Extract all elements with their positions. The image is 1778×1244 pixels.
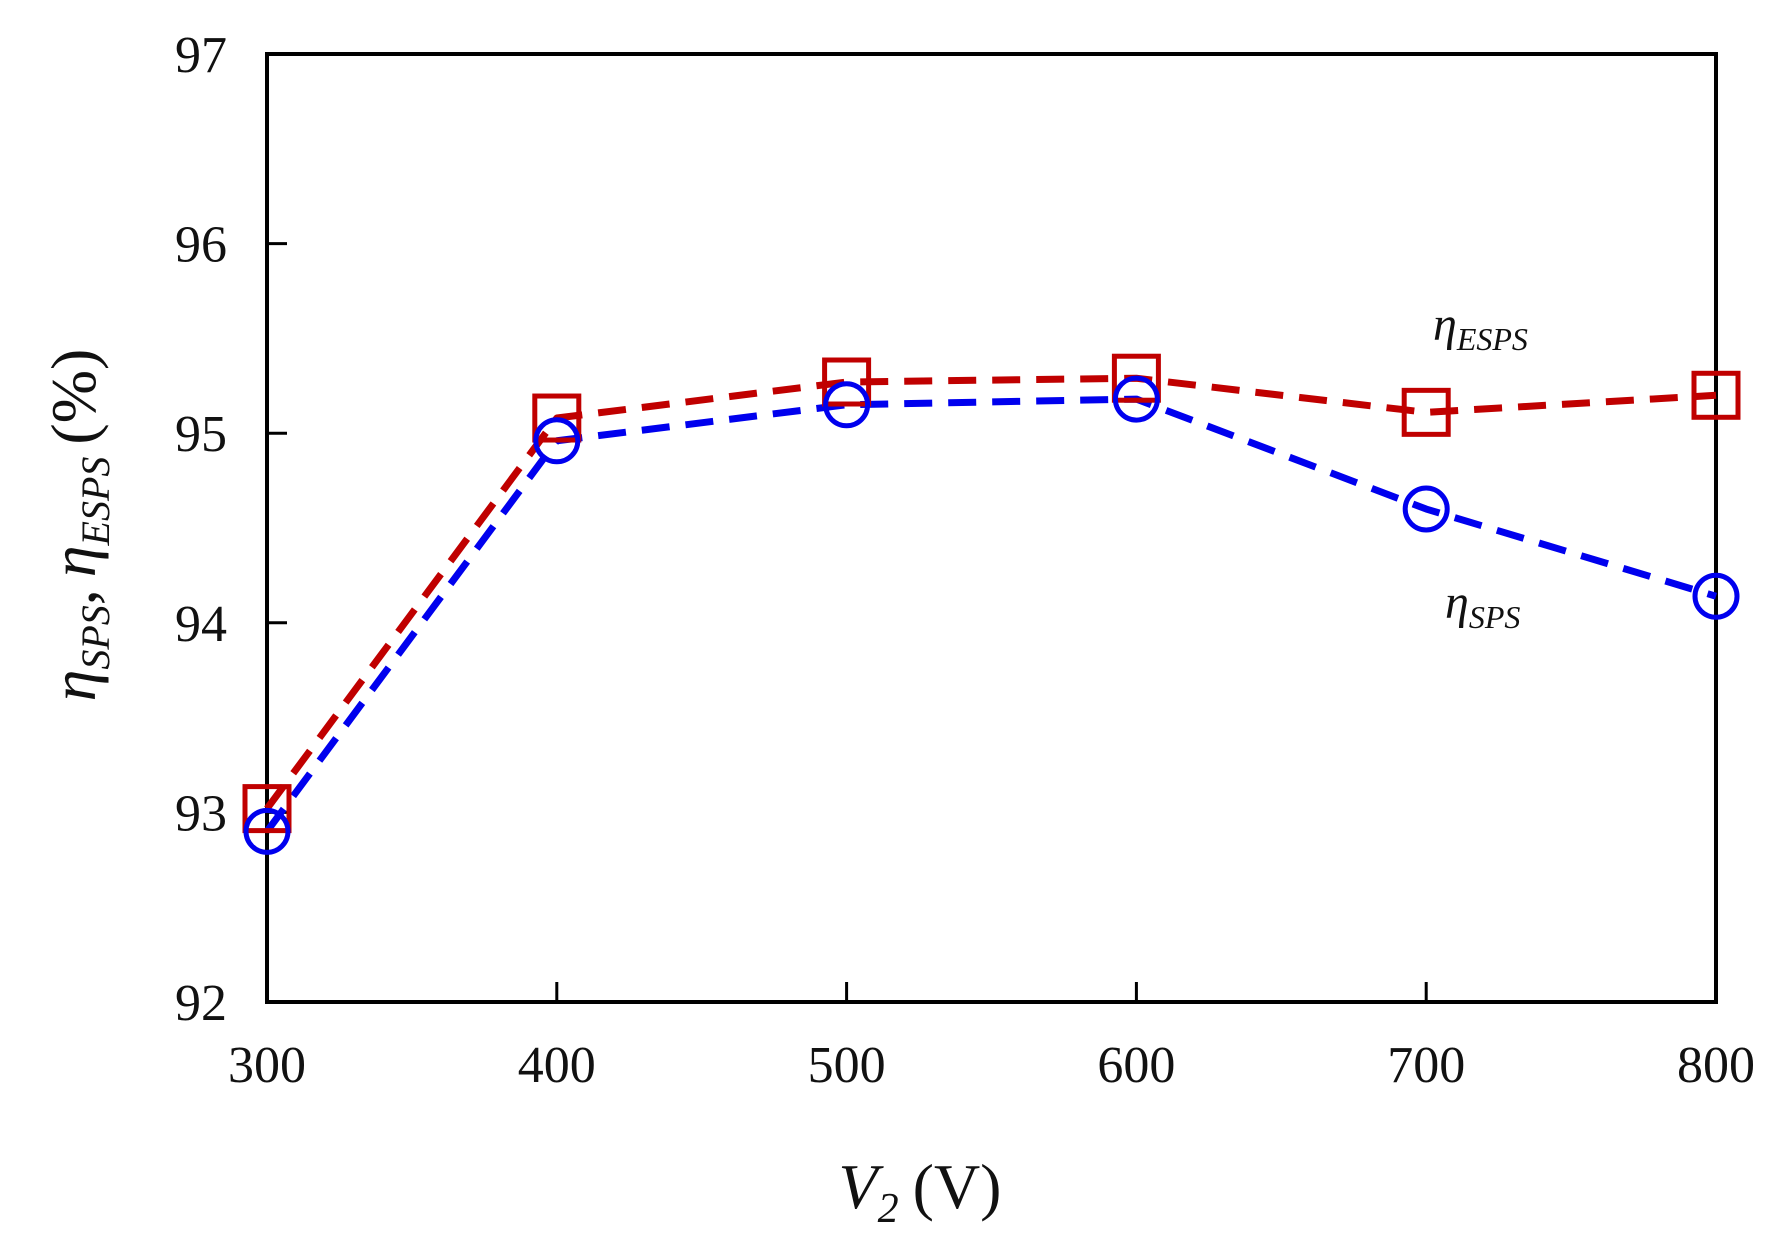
series-markers bbox=[242, 353, 1741, 855]
y-tick-label: 96 bbox=[175, 217, 227, 274]
series-line-sps bbox=[264, 395, 1718, 834]
sps-point bbox=[823, 381, 871, 429]
x-axis-label-sub: 2 bbox=[878, 1186, 899, 1232]
y-axis-label-eta2: η bbox=[38, 545, 109, 577]
x-tick-label: 700 bbox=[1387, 1037, 1465, 1094]
sps-point bbox=[1112, 375, 1160, 423]
y-axis-label: ηSPS,ηESPS(%) bbox=[38, 349, 118, 702]
esps-point bbox=[822, 357, 872, 407]
x-tick-label: 800 bbox=[1677, 1037, 1755, 1094]
x-axis-label-unit: (V) bbox=[913, 1151, 1002, 1222]
x-axis-label: V2 (V) bbox=[839, 1151, 1002, 1232]
y-tick-label: 94 bbox=[175, 596, 227, 653]
y-axis-label-sub1: SPS bbox=[73, 605, 118, 669]
y-axis-label-unit: (%) bbox=[38, 349, 109, 445]
annotation-sps-main: η bbox=[1445, 576, 1469, 629]
sps-point bbox=[533, 417, 581, 465]
annotation-sps: ηSPS bbox=[1445, 576, 1520, 635]
esps-point bbox=[242, 784, 292, 834]
esps-point bbox=[1111, 353, 1161, 403]
x-tick-label: 500 bbox=[808, 1037, 886, 1094]
plot-frame bbox=[265, 52, 1718, 1004]
y-axis-label-sub2: ESPS bbox=[73, 457, 118, 547]
y-axis-label-sep: , bbox=[38, 589, 109, 605]
annotation-esps-main: η bbox=[1433, 298, 1457, 351]
y-axis-label-eta1: η bbox=[38, 670, 109, 702]
x-tick-label: 400 bbox=[518, 1037, 596, 1094]
esps-point bbox=[532, 393, 582, 443]
x-tick-label: 300 bbox=[228, 1037, 306, 1094]
sps-point bbox=[1402, 485, 1450, 533]
annotation-sps-sub: SPS bbox=[1469, 599, 1521, 635]
x-axis-ticks: 300 400 500 600 700 800 bbox=[228, 982, 1755, 1094]
sps-point bbox=[243, 807, 291, 855]
x-axis-label-main: V bbox=[839, 1151, 885, 1222]
y-tick-label: 92 bbox=[175, 975, 227, 1032]
annotation-esps: ηESPS bbox=[1433, 298, 1528, 357]
esps-point bbox=[1691, 370, 1741, 420]
y-tick-label: 93 bbox=[175, 785, 227, 842]
y-tick-label: 95 bbox=[175, 406, 227, 463]
y-tick-label: 97 bbox=[175, 27, 227, 84]
y-axis-ticks: 92 93 94 95 96 97 bbox=[175, 27, 287, 1032]
x-tick-label: 600 bbox=[1097, 1037, 1175, 1094]
series-line-esps bbox=[264, 374, 1717, 811]
annotation-esps-sub: ESPS bbox=[1456, 321, 1528, 357]
series-lines bbox=[264, 374, 1718, 834]
sps-point bbox=[1692, 572, 1740, 620]
esps-point bbox=[1401, 387, 1451, 437]
